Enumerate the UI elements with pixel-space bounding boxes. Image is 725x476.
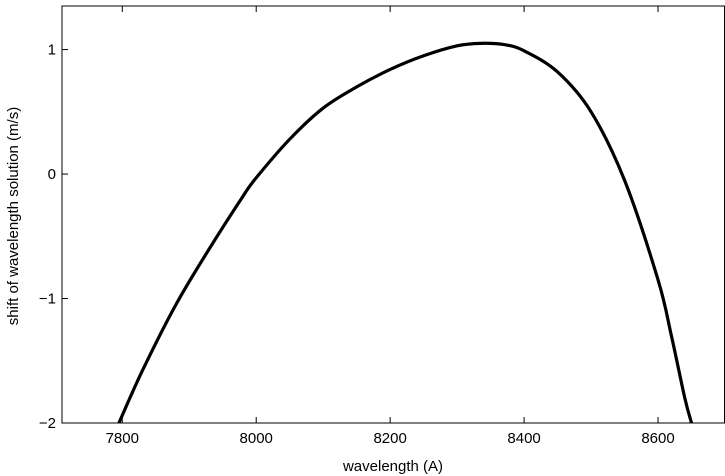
y-axis: −2 −1 0 1 [39, 42, 68, 432]
x-axis: 7800 8000 8200 8400 8600 [106, 6, 675, 447]
y-tick-label: −1 [39, 291, 56, 308]
x-tick-label: 8600 [641, 430, 674, 447]
y-axis-label: shift of wavelength solution (m/s) [5, 107, 22, 325]
y-tick-label: −2 [39, 415, 56, 432]
series-line-0 [117, 41, 694, 423]
y-tick-label: 0 [48, 166, 56, 183]
plot-area [61, 5, 725, 424]
y-tick-label: 1 [48, 42, 56, 59]
x-tick-label: 8200 [373, 430, 406, 447]
x-axis-label: wavelength (A) [342, 458, 443, 475]
x-tick-label: 7800 [106, 430, 139, 447]
x-tick-label: 8400 [507, 430, 540, 447]
x-tick-label: 8000 [240, 430, 273, 447]
